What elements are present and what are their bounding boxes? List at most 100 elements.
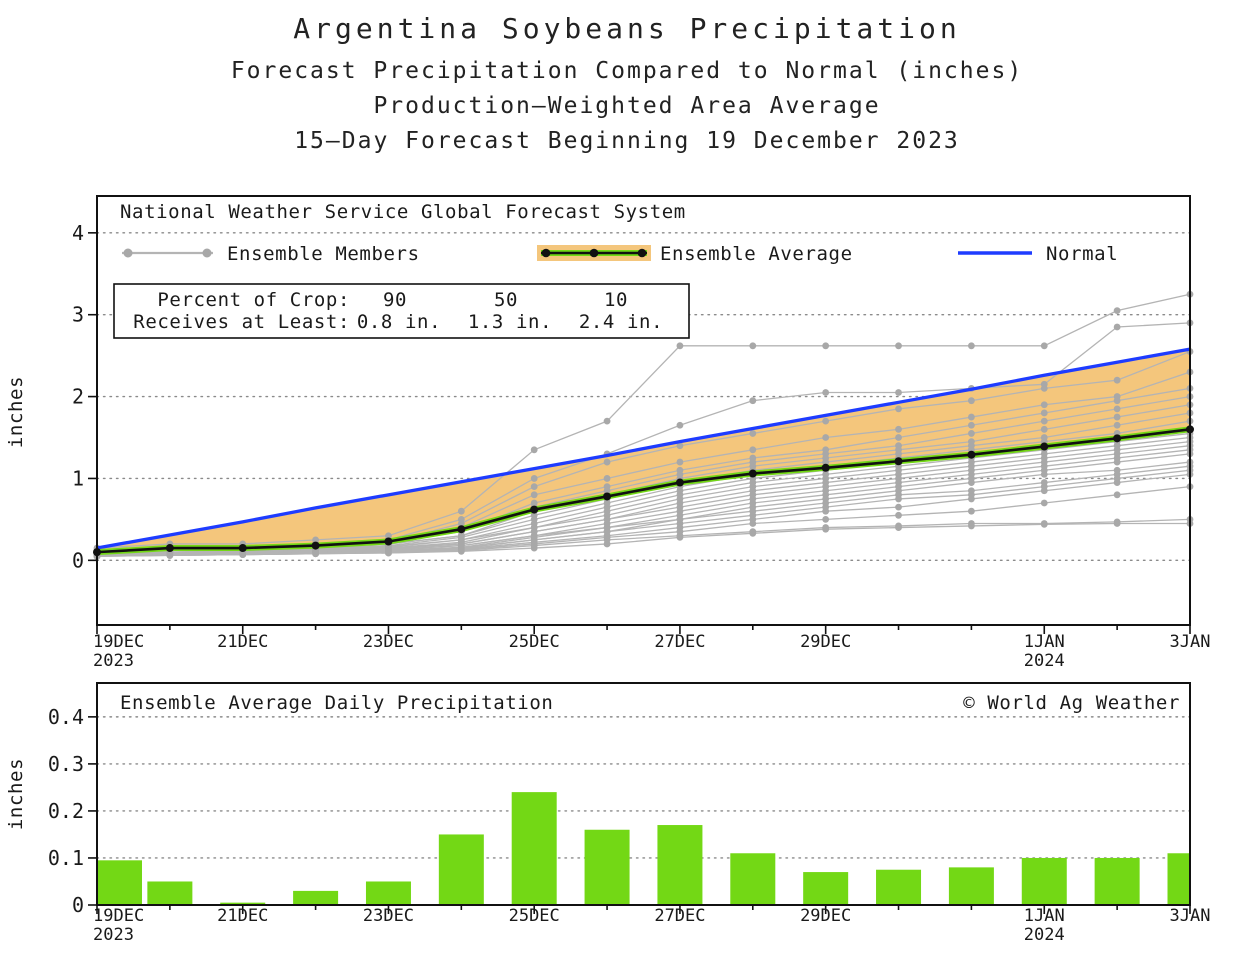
ensemble-member-point [1113,397,1121,405]
ensemble-average-point [530,505,539,514]
ensemble-average-point [675,478,684,487]
ensemble-member-point [822,507,830,515]
ensemble-member-point [1113,491,1121,499]
ensemble-member-point [1040,425,1048,433]
ensemble-average-point [384,537,393,546]
plot-frame [96,682,1191,906]
x-tick-label: 25DEC [509,632,560,652]
ensemble-member-point [968,421,975,429]
y-tick-label: 4 [72,221,84,245]
y-tick-label: 1 [72,466,84,490]
x-tick-label: 27DEC [654,906,705,926]
top-y-axis-title: inches [5,376,27,448]
normal-line [96,347,1191,550]
y-tick-label: 0 [72,893,84,917]
ensemble-member-point [603,475,611,482]
ensemble-member-point [1040,499,1048,507]
daily-precip-bar [803,872,849,905]
plot-frame [96,195,1191,626]
y-tick-label: 0.4 [48,705,84,729]
ensemble-member-point [530,491,538,499]
ensemble-member-point [895,524,902,531]
daily-precip-bar [438,834,484,905]
ensemble-member-point [895,425,902,433]
ensemble-member-point [457,547,465,555]
x-tick-label: 19DEC [93,906,144,926]
ensemble-member-point [239,551,247,558]
ensemble-member-point [822,389,830,396]
x-tick-label: 3JAN [1170,906,1211,926]
y-tick-label: 0.1 [48,846,84,870]
ensemble-average-line [96,428,1191,554]
bottom-y-axis-title: inches [5,758,27,830]
daily-precip-bar [657,825,703,905]
ensemble-member-point [1040,401,1048,409]
title-line-1: Argentina Soybeans Precipitation [293,12,961,45]
ensemble-member-point [822,417,830,425]
x-tick-label: 23DEC [363,632,414,652]
ensemble-members-legend-label: Ensemble Members [227,243,420,265]
x-tick-label: 23DEC [363,906,414,926]
x-tick-year-label: 2023 [93,651,134,671]
y-tick-label: 0 [72,548,84,572]
ensemble-member-point [530,544,538,552]
x-tick-year-label: 2024 [1024,651,1065,671]
daily-precip-bar [365,881,411,905]
ensemble-member-point [895,495,902,503]
y-tick-label: 0.3 [48,752,84,776]
x-tick-label: 19DEC [93,632,144,652]
ensemble-member-point [1113,479,1121,486]
daily-precip-bar [876,869,922,905]
ensemble-member-point [822,525,830,533]
watermark: © World Ag Weather [963,692,1180,714]
ensemble-member-line [96,473,1191,557]
ensemble-member-point [166,552,174,559]
ensemble-member-point [603,458,611,466]
title-line-4: 15–Day Forecast Beginning 19 December 20… [294,128,960,154]
crop-table-percent-10: 10 [604,289,628,311]
forecast-system-label: National Weather Service Global Forecast… [120,201,686,223]
ensemble-member-point [749,446,757,454]
figure-titles: Argentina Soybeans Precipitation Forecas… [0,12,1254,163]
crop-table-amount-3: 2.4 in. [579,311,663,333]
x-tick-label: 1JAN [1024,906,1065,926]
ensemble-member-point [603,417,611,425]
ensemble-member-point [312,550,319,558]
x-tick-label: 21DEC [217,906,268,926]
ensemble-member-point [822,434,830,441]
ensemble-member-point [1113,458,1121,466]
ensemble-member-point [1113,421,1121,429]
ensemble-member-point [530,483,538,491]
daily-precip-bar [1167,853,1190,905]
daily-precip-bar [293,890,339,905]
ensemble-member-point [530,446,538,454]
ensemble-member-point [1113,405,1121,413]
x-tick-label: 29DEC [800,906,851,926]
ensemble-average-legend-dot [637,248,647,258]
x-tick-label: 21DEC [217,632,268,652]
ensemble-members-legend-dot [202,248,212,258]
crop-table-row2-label: Receives at Least: [133,311,350,333]
x-tick-year-label: 2023 [93,925,134,945]
ensemble-member-point [1040,384,1048,392]
ensemble-member-point [1040,417,1048,425]
ensemble-member-point [1113,323,1121,331]
title-line-3: Production–Weighted Area Average [373,93,881,119]
ensemble-member-point [676,342,684,350]
bottom-chart-title: Ensemble Average Daily Precipitation [120,692,553,714]
ensemble-member-point [1040,342,1048,350]
ensemble-member-point [1040,470,1048,478]
x-tick-label: 25DEC [509,906,560,926]
ensemble-member-point [822,342,830,350]
top-chart-legend: National Weather Service Global Forecast… [113,201,1118,339]
normal-legend-label: Normal [1046,243,1118,265]
ensemble-average-legend-dot [541,248,551,258]
ensemble-member-point [968,507,975,515]
ensemble-member-point [749,529,757,537]
ensemble-average-point [238,544,247,553]
crop-table-amount-2: 1.3 in. [468,311,552,333]
ensemble-member-point [895,511,902,519]
daily-precip-bar [1094,857,1140,905]
